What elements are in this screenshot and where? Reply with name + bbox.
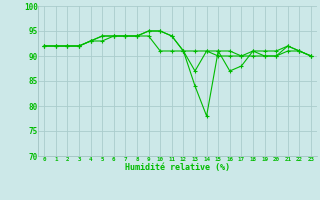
X-axis label: Humidité relative (%): Humidité relative (%) (125, 163, 230, 172)
